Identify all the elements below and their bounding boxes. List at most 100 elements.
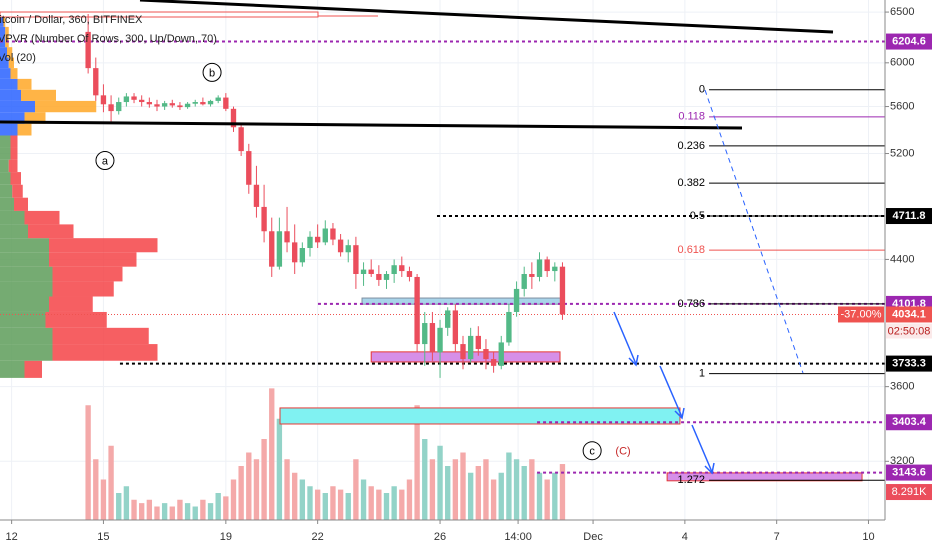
candle-body (131, 96, 137, 100)
volume-bar (490, 479, 497, 520)
volume-bar (93, 459, 99, 520)
volume-bar (108, 445, 114, 520)
volume-bar (422, 439, 428, 520)
candle-body (307, 236, 313, 249)
x-tick-label: 15 (97, 531, 109, 543)
fib-label: 0.786 (678, 298, 706, 310)
candle-body (513, 288, 520, 312)
volume-bar (116, 493, 122, 520)
profile-down (17, 123, 32, 136)
profile-down (8, 57, 14, 69)
volume-bar (215, 493, 221, 520)
volume-bar (307, 486, 313, 520)
volume-bar (337, 489, 344, 520)
profile-down (12, 184, 23, 198)
volume-bar (200, 499, 206, 520)
candle-body (123, 96, 130, 103)
drawings (0, 0, 834, 475)
y-tick-label: 3200 (890, 455, 914, 467)
profile-down (10, 172, 21, 185)
volume-bar (460, 452, 466, 520)
profile-down (52, 327, 149, 345)
annotation-label: b (209, 67, 215, 79)
x-tick-label: 19 (220, 531, 232, 543)
profile-up (0, 57, 9, 69)
volume-bar (399, 489, 405, 520)
countdown-label: 02:50:08 (888, 325, 931, 337)
profile-down (35, 100, 97, 113)
x-tick-label: Dec (583, 531, 603, 543)
volume-bar (322, 493, 328, 520)
annotations: a b c (C) (95, 62, 631, 461)
profile-down (17, 78, 32, 90)
volume-label-box (886, 484, 932, 501)
profile-up (0, 147, 11, 160)
volume-bar (146, 499, 153, 520)
volume-bar (154, 506, 160, 520)
profile-down (10, 135, 18, 148)
arrows (613, 311, 715, 475)
indicator-label: VPVR (Number Of Rows, 300, Up/Down, 70) (0, 33, 217, 45)
arrow-head (704, 462, 715, 475)
candle-body (368, 269, 374, 275)
profile-down (14, 197, 28, 211)
volume-bar (139, 503, 145, 520)
x-tick-label: 22 (312, 531, 324, 543)
candle-body (108, 104, 114, 112)
price-label-box (886, 464, 932, 481)
volume-bar (529, 459, 535, 520)
volume-bar (536, 472, 543, 520)
candle-body (230, 108, 237, 128)
volume-bar (131, 499, 137, 520)
candle-body (292, 242, 298, 263)
volume-bar (246, 452, 252, 520)
volume-bar (253, 459, 260, 520)
candle-body (284, 231, 290, 243)
volume-bar (559, 464, 566, 520)
profile-up (0, 112, 25, 124)
profile-down (24, 112, 46, 124)
trend-line (0, 120, 743, 130)
profile-up (0, 68, 11, 79)
profile-up (0, 327, 53, 345)
profile-down (21, 89, 56, 101)
profile-up (0, 252, 49, 267)
candle-body (161, 103, 168, 107)
profile-up (0, 100, 35, 113)
profile-up (0, 184, 13, 198)
volume-bar (269, 388, 275, 520)
volume-bar (161, 503, 168, 520)
annotation-circle (582, 441, 602, 461)
y-tick-label: 3600 (890, 381, 914, 393)
candle-body (330, 228, 336, 240)
candle-body (146, 102, 153, 105)
fib-trend-line (704, 89, 804, 374)
annotation-label: c (589, 446, 595, 458)
candle-body (460, 344, 466, 360)
candle-body (116, 102, 122, 112)
profile-up (0, 172, 11, 185)
volume-bar (414, 405, 420, 520)
annotation-circle (202, 62, 222, 82)
price-label: 3143.6 (892, 466, 926, 478)
profile-down (28, 224, 74, 239)
fib-label: 0.382 (678, 177, 706, 189)
chart-title: Bitcoin / Dollar, 360, BITFINEX (0, 14, 143, 26)
fib-label: 0 (699, 84, 705, 96)
volume-bar (207, 503, 214, 520)
profile-down (49, 252, 137, 267)
profile-up (0, 89, 21, 101)
arrow (613, 311, 637, 365)
volume-bar (284, 459, 290, 520)
volume-bar (368, 486, 374, 520)
countdown-box (886, 323, 932, 339)
volume-bar (475, 466, 481, 520)
header-box (0, 11, 319, 18)
grid (0, 0, 885, 520)
y-tick-label: 5200 (890, 147, 914, 159)
volume-bar (292, 472, 298, 520)
volume-bar (376, 489, 382, 520)
profile-up (0, 123, 18, 136)
candle-body (299, 248, 306, 263)
volume-bar (238, 466, 244, 520)
